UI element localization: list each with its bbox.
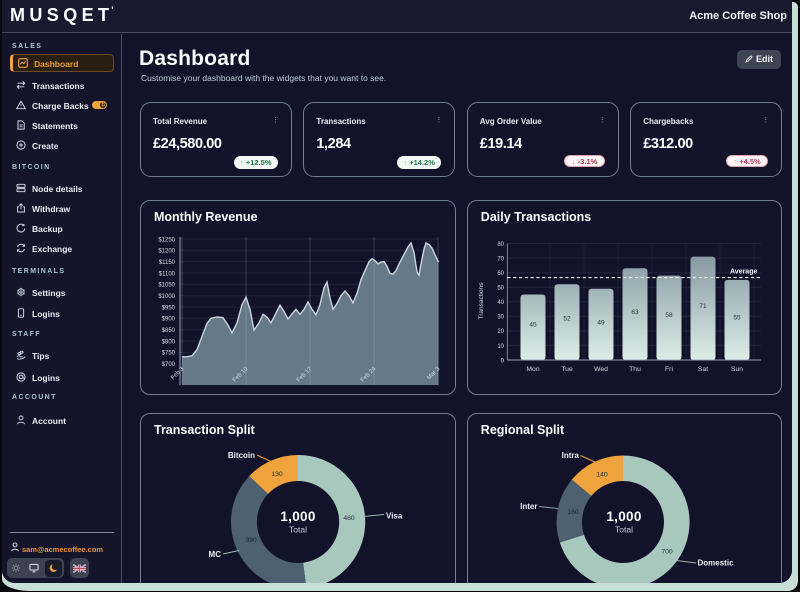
svg-text:52: 52 xyxy=(563,316,571,323)
svg-text:49: 49 xyxy=(597,320,605,327)
svg-text:$800: $800 xyxy=(162,339,176,345)
svg-text:Fri: Fri xyxy=(665,366,673,373)
svg-text:130: 130 xyxy=(271,471,283,478)
svg-text:480: 480 xyxy=(343,515,355,522)
svg-text:$750: $750 xyxy=(162,351,176,357)
svg-text:$1150: $1150 xyxy=(159,260,176,266)
svg-text:$850: $850 xyxy=(162,328,176,334)
svg-text:30: 30 xyxy=(497,315,504,321)
svg-text:80: 80 xyxy=(497,242,504,248)
svg-text:20: 20 xyxy=(497,329,504,335)
svg-text:58: 58 xyxy=(665,312,673,319)
svg-text:71: 71 xyxy=(699,303,707,310)
svg-text:40: 40 xyxy=(497,300,504,306)
svg-text:Sun: Sun xyxy=(731,366,743,373)
svg-text:$900: $900 xyxy=(162,317,176,323)
svg-text:Visa: Visa xyxy=(386,512,403,521)
svg-text:$1000: $1000 xyxy=(158,294,175,300)
svg-text:70: 70 xyxy=(497,256,504,262)
svg-text:55: 55 xyxy=(733,315,741,322)
svg-text:10: 10 xyxy=(497,344,504,350)
svg-text:$1100: $1100 xyxy=(159,271,176,277)
svg-text:Mon: Mon xyxy=(526,366,539,373)
svg-text:160: 160 xyxy=(567,509,579,516)
svg-text:45: 45 xyxy=(529,322,537,329)
svg-text:700: 700 xyxy=(661,549,673,556)
svg-text:Total: Total xyxy=(289,525,307,535)
svg-text:$1250: $1250 xyxy=(158,237,175,243)
svg-text:$700: $700 xyxy=(162,362,176,368)
svg-text:Bitcoin: Bitcoin xyxy=(228,451,255,460)
svg-text:0: 0 xyxy=(500,358,504,364)
svg-text:Sat: Sat xyxy=(698,366,708,373)
svg-text:Inter: Inter xyxy=(520,502,537,511)
svg-text:Intra: Intra xyxy=(561,451,579,460)
svg-text:Tue: Tue xyxy=(561,366,573,373)
svg-text:60: 60 xyxy=(497,271,504,277)
svg-text:Thu: Thu xyxy=(629,366,641,373)
svg-text:Transactions: Transactions xyxy=(478,282,485,320)
svg-text:50: 50 xyxy=(497,286,504,292)
svg-text:63: 63 xyxy=(631,309,639,316)
svg-text:$950: $950 xyxy=(162,305,176,311)
svg-text:Wed: Wed xyxy=(594,366,608,373)
svg-text:Total: Total xyxy=(615,525,633,535)
svg-text:$1050: $1050 xyxy=(158,283,175,289)
svg-text:Average: Average xyxy=(730,269,757,276)
svg-text:390: 390 xyxy=(245,537,257,544)
svg-text:140: 140 xyxy=(596,472,608,479)
svg-text:MC: MC xyxy=(209,550,222,559)
svg-text:$1200: $1200 xyxy=(158,249,175,255)
svg-text:1,000: 1,000 xyxy=(606,509,641,524)
svg-text:Domestic: Domestic xyxy=(697,559,734,568)
svg-text:1,000: 1,000 xyxy=(280,509,315,524)
